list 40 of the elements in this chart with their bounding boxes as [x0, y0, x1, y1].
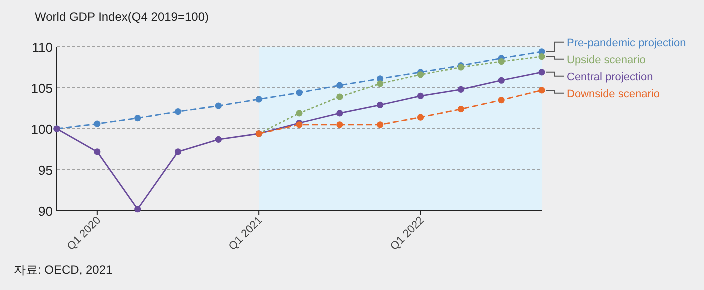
point: [215, 102, 222, 110]
point: [377, 80, 384, 88]
y-axis-title: World GDP Index(Q4 2019=100): [35, 10, 209, 24]
y-tick-label: 100: [31, 122, 53, 137]
series-label: Central projection: [567, 71, 654, 84]
point: [336, 122, 344, 128]
point: [134, 206, 142, 213]
point: [538, 54, 546, 60]
y-tick-label: 90: [38, 204, 53, 219]
point: [134, 115, 142, 122]
point: [458, 106, 464, 113]
point: [538, 87, 546, 94]
point: [538, 69, 546, 76]
point: [417, 72, 424, 78]
point: [417, 114, 424, 121]
point: [498, 58, 505, 66]
point: [336, 110, 344, 117]
y-tick-label: 110: [32, 40, 53, 55]
point: [296, 110, 303, 117]
series-label: Downside scenario: [567, 88, 660, 100]
point: [94, 148, 101, 156]
y-tick-label: 95: [38, 163, 53, 178]
series-label: Upside scenario: [567, 54, 646, 66]
point: [336, 94, 344, 100]
point: [377, 122, 384, 128]
point: [458, 86, 464, 93]
point: [256, 96, 262, 103]
point: [215, 136, 222, 143]
point: [377, 102, 384, 109]
point: [498, 97, 505, 104]
point: [174, 108, 182, 116]
point: [336, 82, 344, 89]
text: 자료: OECD, 2021: [14, 263, 114, 277]
series-label: Pre-pandemic projection: [567, 37, 686, 50]
point: [417, 92, 424, 100]
y-tick-label: 105: [31, 81, 53, 96]
point: [174, 148, 182, 156]
point: [94, 120, 101, 128]
point: [498, 77, 505, 84]
point: [296, 90, 303, 96]
